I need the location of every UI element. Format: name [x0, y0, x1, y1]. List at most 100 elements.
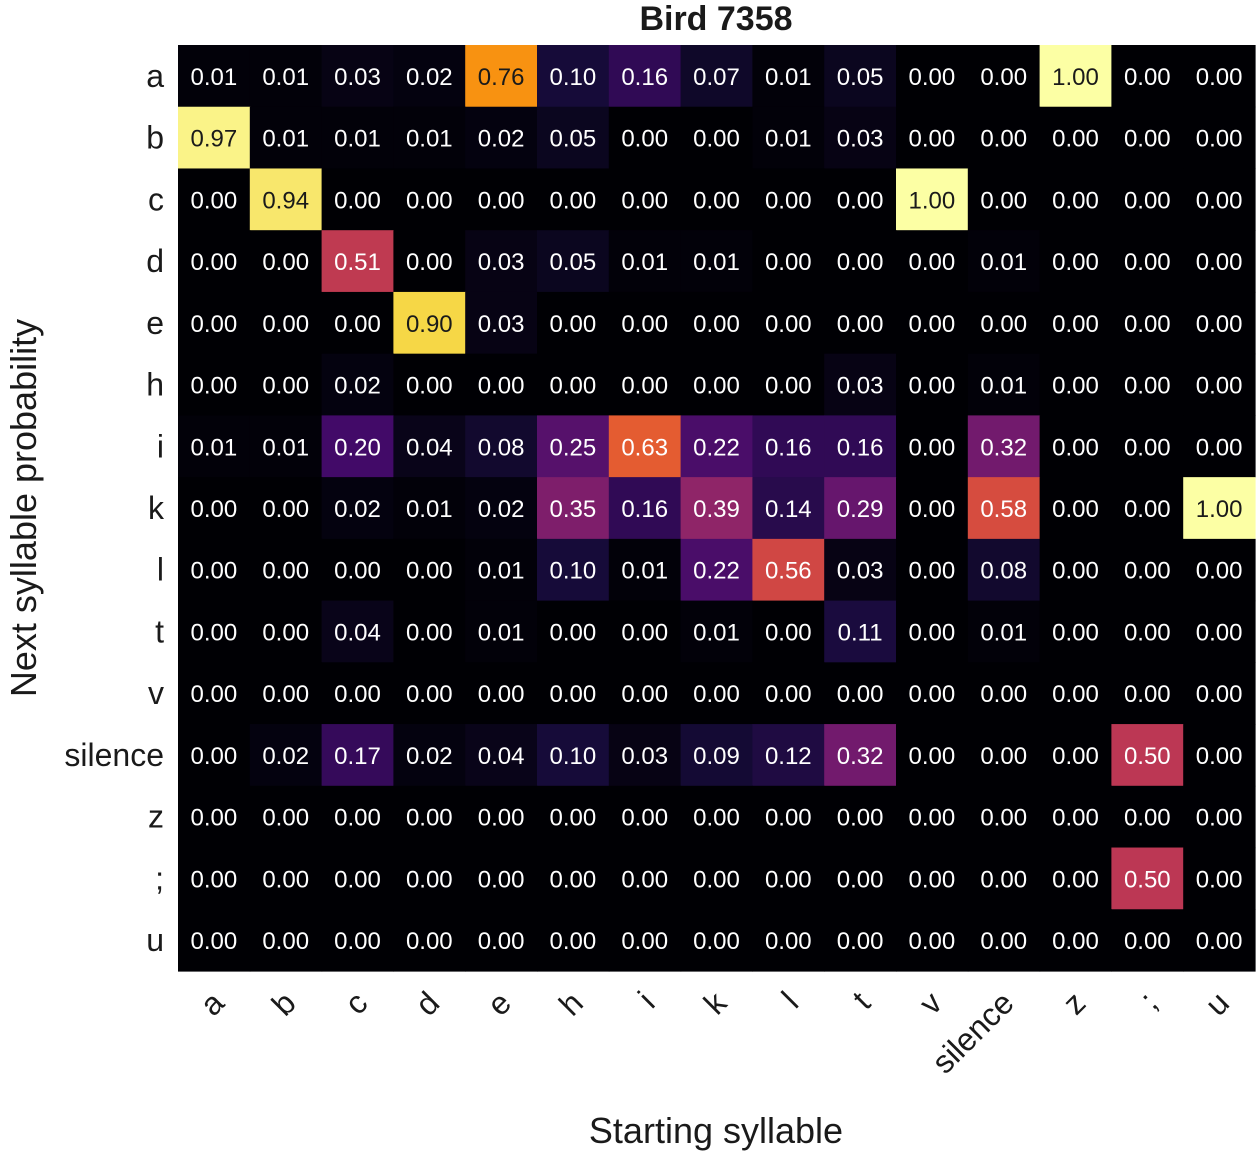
heatmap-cell-value: 0.00 [262, 496, 309, 523]
heatmap-cell [465, 662, 538, 725]
heatmap-cell-value: 1.00 [1052, 64, 1099, 91]
heatmap-cell-value: 0.00 [1052, 311, 1099, 338]
heatmap-cell [537, 477, 610, 540]
heatmap-cell-value: 0.00 [1124, 187, 1171, 214]
heatmap-cell-value: 0.00 [621, 866, 668, 893]
heatmap-cell-value: 0.00 [406, 619, 453, 646]
heatmap-cell-value: 0.00 [478, 373, 525, 400]
heatmap-cell [824, 600, 897, 663]
heatmap-cell-value: 0.00 [837, 249, 884, 276]
heatmap-cell-value: 0.00 [621, 126, 668, 153]
heatmap-cell [1183, 847, 1256, 910]
y-tick-label: u [146, 922, 164, 958]
heatmap-cell [824, 785, 897, 849]
heatmap-cell-value: 0.01 [191, 64, 238, 91]
heatmap-cell [465, 785, 538, 849]
heatmap-cell [178, 538, 251, 602]
heatmap-cell [608, 230, 682, 293]
heatmap-cell-value: 0.00 [262, 805, 309, 832]
heatmap-cell [465, 600, 538, 663]
heatmap-cell-value: 0.22 [693, 558, 740, 585]
heatmap-cell [967, 291, 1041, 355]
heatmap-cell [967, 106, 1041, 170]
heatmap-cell-value: 0.02 [478, 496, 525, 523]
heatmap-cell [896, 909, 969, 972]
heatmap-cell-value: 0.00 [478, 866, 525, 893]
heatmap-cell-value: 0.00 [980, 866, 1027, 893]
heatmap-cell-value: 0.00 [693, 373, 740, 400]
heatmap-cell [1183, 291, 1256, 355]
heatmap-cell [1183, 909, 1256, 972]
heatmap-cell-value: 0.00 [262, 866, 309, 893]
heatmap-cell [465, 477, 538, 540]
heatmap-cell [537, 415, 610, 478]
heatmap-cell [752, 662, 825, 725]
heatmap-cell-value: 0.00 [262, 558, 309, 585]
heatmap-cell-value: 0.00 [1052, 126, 1099, 153]
heatmap-cell [1111, 415, 1184, 478]
heatmap-cell [465, 168, 538, 231]
heatmap-cell [1039, 291, 1112, 355]
heatmap-cell [537, 724, 610, 787]
heatmap-cell [1039, 353, 1112, 416]
heatmap-cell-value: 0.56 [765, 558, 812, 585]
heatmap-cell [537, 230, 610, 293]
heatmap-cell-value: 0.00 [550, 805, 597, 832]
heatmap-cell-value: 0.00 [191, 496, 238, 523]
heatmap-cell [1183, 45, 1256, 108]
heatmap-cell [967, 538, 1041, 602]
heatmap-cell-value: 0.00 [334, 866, 381, 893]
heatmap-cell-value: 0.05 [550, 126, 597, 153]
heatmap-cell-value: 0.02 [334, 373, 381, 400]
heatmap-cell-value: 0.04 [406, 434, 453, 461]
x-tick-label: a [193, 984, 231, 1022]
x-tick-label: silence [925, 984, 1021, 1080]
heatmap-cell-value: 0.00 [1052, 187, 1099, 214]
x-tick-label: v [912, 984, 949, 1021]
heatmap-cell [608, 106, 682, 170]
heatmap-cell-value: 0.00 [406, 558, 453, 585]
heatmap-cell-value: 1.00 [909, 187, 956, 214]
heatmap-cell [1111, 230, 1184, 293]
heatmap-cell [824, 45, 897, 108]
heatmap-cell [896, 600, 969, 663]
heatmap-cell [249, 538, 323, 602]
heatmap-cell-value: 0.00 [980, 681, 1027, 708]
heatmap-cell [967, 662, 1041, 725]
heatmap-cell [967, 168, 1041, 231]
heatmap-cell-value: 0.01 [262, 434, 309, 461]
heatmap-cell [321, 909, 394, 972]
heatmap-cell [1039, 45, 1112, 108]
heatmap-cell-value: 0.16 [621, 496, 668, 523]
y-tick-label: t [155, 613, 164, 649]
y-tick-label: h [146, 367, 164, 403]
heatmap-cell [1039, 662, 1112, 725]
heatmap-cell-value: 0.00 [1196, 805, 1243, 832]
heatmap-cell [537, 662, 610, 725]
y-tick-label: a [146, 58, 164, 94]
heatmap-cell [967, 477, 1041, 540]
heatmap-cell [967, 600, 1041, 663]
heatmap-cell-value: 0.00 [1052, 619, 1099, 646]
heatmap-cell-value: 0.00 [1052, 866, 1099, 893]
heatmap-cell [680, 45, 753, 108]
heatmap-cell-value: 0.39 [693, 496, 740, 523]
heatmap-cell-value: 0.16 [837, 434, 884, 461]
heatmap-cell [178, 168, 251, 231]
heatmap-cell-value: 0.00 [980, 187, 1027, 214]
heatmap-cell-value: 0.00 [406, 866, 453, 893]
heatmap-cell-value: 0.00 [334, 187, 381, 214]
heatmap-cell-value: 0.01 [191, 434, 238, 461]
heatmap-cell [249, 662, 323, 725]
heatmap-cell-value: 0.00 [191, 187, 238, 214]
heatmap-cell-value: 0.00 [1196, 126, 1243, 153]
heatmap-cell [824, 662, 897, 725]
heatmap-cell-value: 0.00 [909, 619, 956, 646]
heatmap-cell [465, 106, 538, 170]
heatmap-cell-value: 0.01 [621, 249, 668, 276]
heatmap-cell-value: 0.05 [550, 249, 597, 276]
heatmap-cell-value: 0.00 [909, 681, 956, 708]
heatmap-cell-value: 0.00 [693, 126, 740, 153]
heatmap-cell [178, 45, 251, 108]
heatmap-cell [465, 230, 538, 293]
